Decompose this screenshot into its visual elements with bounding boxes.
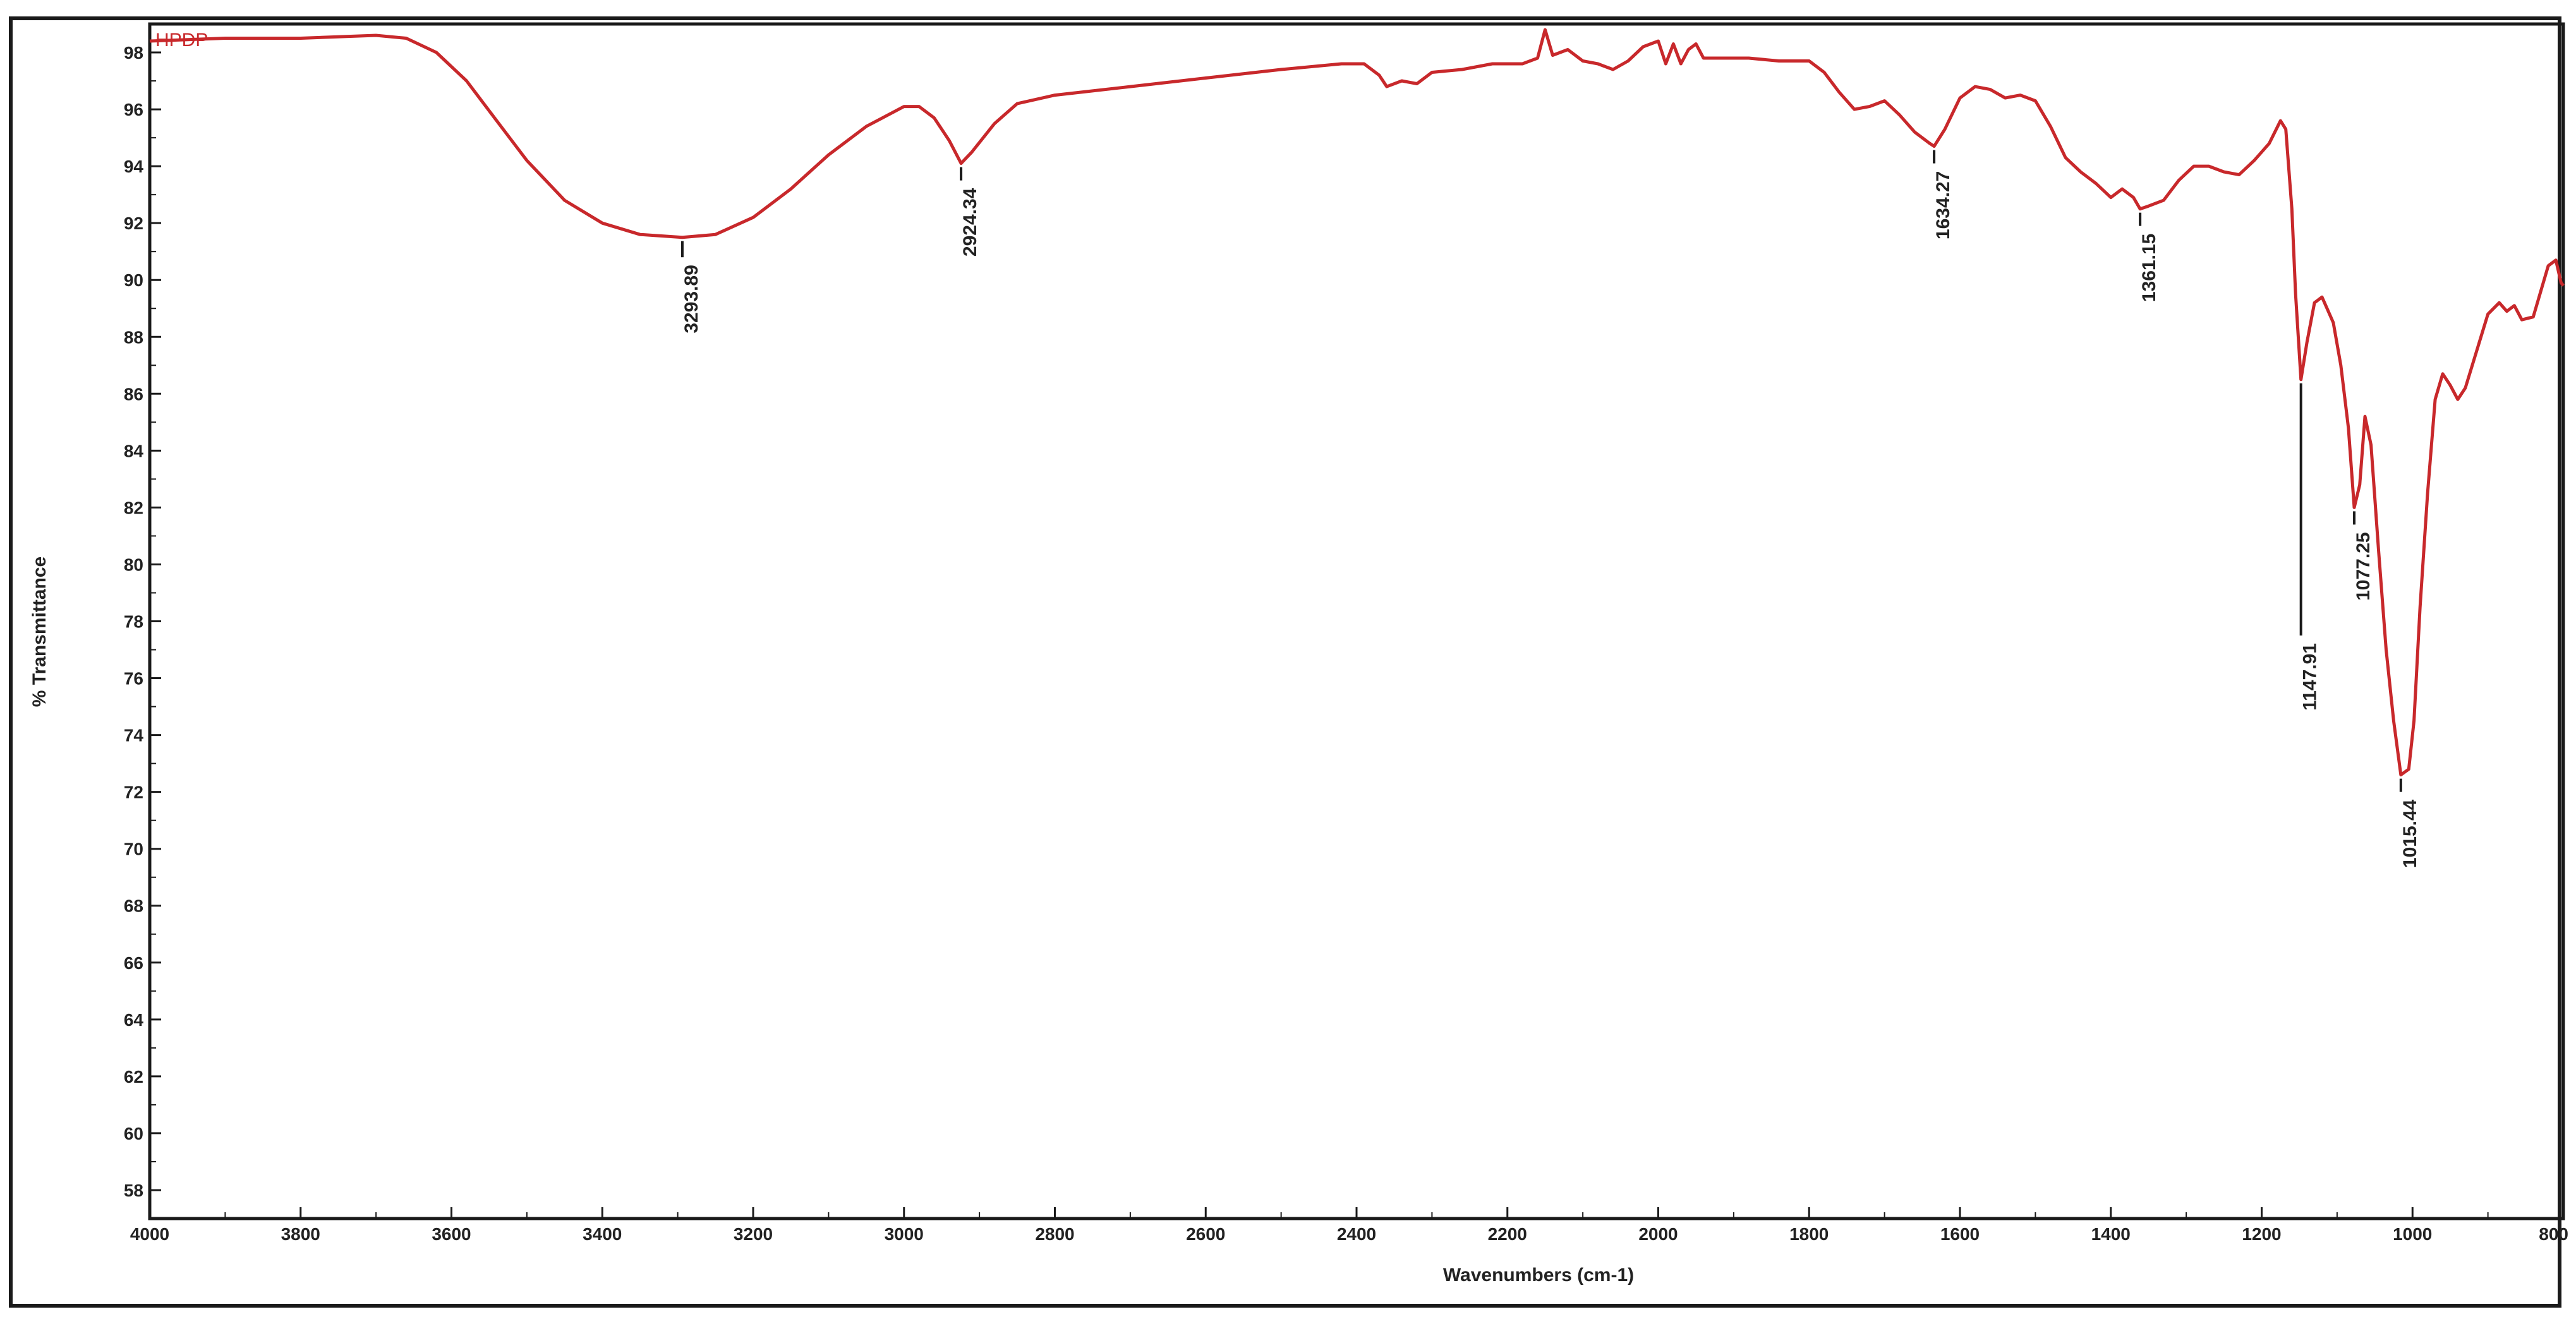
y-axis-title: % Transmittance	[29, 557, 50, 707]
y-tick-label: 66	[124, 953, 143, 973]
peak-annotations: 3293.89 2924.34 1634.27 1361.15 1147.91 1077.…	[680, 150, 2421, 868]
chart-frame	[9, 16, 2561, 1308]
peak-label: 1015.44	[2400, 799, 2421, 868]
y-tick-label: 98	[124, 43, 143, 63]
y-tick-label: 78	[124, 612, 143, 632]
peak-label: 1147.91	[2300, 643, 2321, 711]
peak-label: 1361.15	[2139, 234, 2160, 302]
x-tick-label: 2800	[1035, 1224, 1074, 1244]
y-tick-label: 74	[124, 726, 144, 745]
y-tick-label: 76	[124, 669, 143, 689]
x-axis-title: Wavenumbers (cm-1)	[1443, 1265, 1634, 1286]
x-tick-label: 2600	[1186, 1224, 1225, 1244]
x-tick-label: 2000	[1638, 1224, 1678, 1244]
x-tick-label: 4000	[130, 1224, 169, 1244]
y-tick-label: 72	[124, 783, 143, 802]
plot-area-border	[148, 22, 2565, 1220]
y-tick-label: 62	[124, 1067, 143, 1087]
y-tick-label: 64	[124, 1010, 144, 1030]
x-tick-label: 1600	[1940, 1224, 1980, 1244]
y-tick-label: 60	[124, 1124, 143, 1143]
x-tick-label: 2400	[1337, 1224, 1376, 1244]
x-tick-label: 3000	[885, 1224, 924, 1244]
peak-label: 1077.25	[2353, 532, 2374, 600]
x-tick-label: 3600	[432, 1224, 471, 1244]
x-tick-label: 3800	[281, 1224, 320, 1244]
y-tick-label: 80	[124, 555, 143, 574]
peak-label: 2924.34	[960, 188, 981, 256]
x-tick-label: 1800	[1789, 1224, 1829, 1244]
y-tick-label: 92	[124, 214, 143, 233]
x-tick-label: 3400	[583, 1224, 622, 1244]
y-tick-label: 90	[124, 270, 143, 290]
x-tick-label: 3200	[734, 1224, 773, 1244]
peak-label: 1634.27	[1933, 171, 1954, 239]
y-tick-label: 96	[124, 100, 143, 119]
y-tick-label: 88	[124, 327, 143, 347]
y-tick-label: 86	[124, 384, 143, 404]
x-tick-label: 800	[2539, 1224, 2568, 1244]
y-tick-label: 68	[124, 896, 143, 916]
x-axis: 4000 3800 3600 3400 3200 3000 2800 2600 2400 2200…	[130, 1207, 2568, 1244]
y-tick-label: 84	[124, 441, 144, 461]
x-tick-label: 1400	[2091, 1224, 2131, 1244]
x-tick-label: 1000	[2393, 1224, 2432, 1244]
y-tick-label: 82	[124, 498, 143, 517]
y-tick-label: 70	[124, 840, 143, 859]
y-axis: 58 60 62 64 66 68 70 72 74 76 78 80 82 84 86 88 90 92 94 96…	[124, 43, 161, 1200]
y-tick-label: 58	[124, 1181, 143, 1200]
series-name-label: HPDP	[155, 30, 208, 51]
series-line-hpdp	[149, 28, 2565, 777]
x-tick-label: 2200	[1488, 1224, 1527, 1244]
peak-label: 3293.89	[681, 265, 702, 333]
x-tick-label: 1200	[2242, 1224, 2281, 1244]
y-tick-label: 94	[124, 157, 144, 176]
